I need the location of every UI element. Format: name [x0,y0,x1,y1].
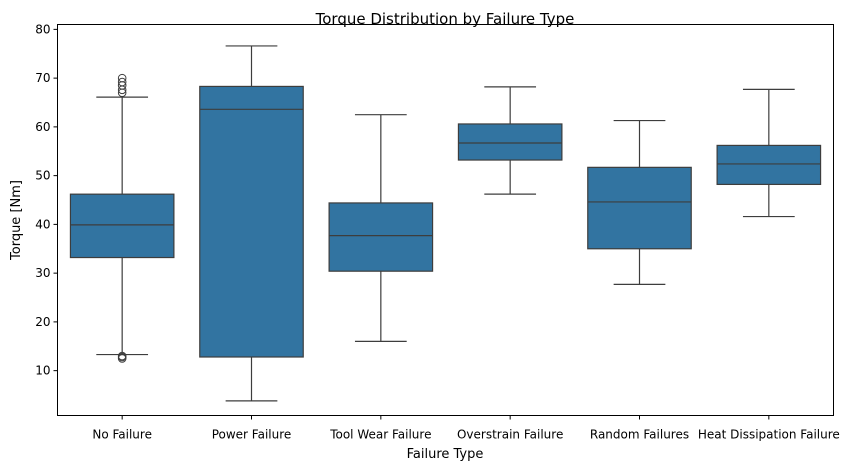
box-group-no-failure [69,73,175,363]
outlier-point [117,351,127,361]
plot-area-frame [57,24,834,416]
box-iqr [328,202,434,272]
outlier-point [117,73,127,83]
y-tick-label: 40 [35,217,50,231]
y-axis-label: Torque [Nm] [9,180,24,261]
ticks-layer: No Failure Power Failure Tool Wear Failure… [35,22,840,441]
box-iqr [69,193,175,259]
y-tick-label: 20 [35,315,50,329]
boxes-layer [69,45,822,402]
box-group-random-failures [587,119,692,285]
y-tick-label: 70 [35,71,50,85]
y-tick-label: 30 [35,266,50,280]
outlier-point [117,77,127,87]
x-tick-label: Heat Dissipation Failure [698,428,840,442]
x-tick-label: Overstrain Failure [457,428,563,442]
box-group-overstrain-failure [457,86,563,195]
y-tick-label: 50 [35,169,50,183]
x-tick-label: No Failure [92,428,152,442]
box-group-power-failure [199,45,304,402]
box-group-heat-dissipation-failure [716,88,822,218]
x-axis-label: Failure Type [407,447,484,462]
chart-title: Torque Distribution by Failure Type [315,10,575,28]
box-group-tool-wear-failure [328,114,434,342]
y-tick-label: 80 [35,22,50,36]
box-iqr [199,85,304,358]
x-tick-label: Power Failure [212,428,292,442]
box-iqr [716,144,822,186]
y-tick-label: 10 [35,364,50,378]
box-iqr [457,123,563,161]
box-iqr [587,166,692,250]
x-tick-label: Random Failures [590,428,689,442]
y-tick-label: 60 [35,120,50,134]
x-tick-label: Tool Wear Failure [329,428,431,442]
